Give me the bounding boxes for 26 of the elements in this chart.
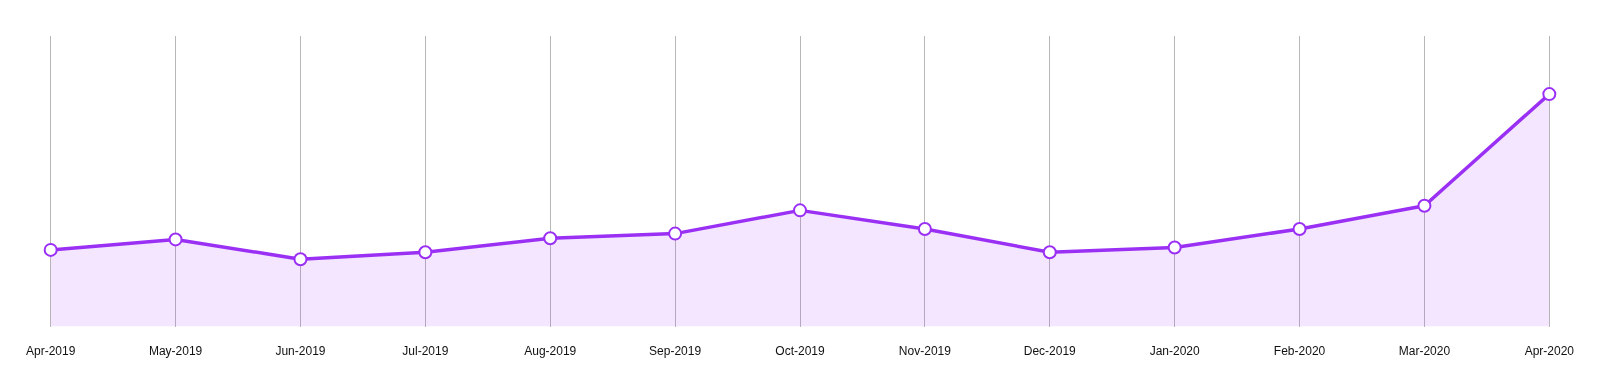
point: [917, 221, 932, 236]
x-tick-label: Jul-2019: [402, 344, 449, 359]
point: [293, 252, 308, 267]
point: [668, 226, 683, 241]
point: [168, 232, 183, 247]
x-tick-label: Oct-2019: [775, 344, 826, 359]
x-tick-label: Apr-2020: [1524, 344, 1575, 359]
x-tick-label: Feb-2020: [1273, 344, 1326, 359]
x-tick-label: Dec-2019: [1023, 344, 1077, 359]
x-tick-label: May-2019: [148, 344, 203, 359]
point: [43, 242, 58, 257]
x-tick-label: Jun-2019: [275, 344, 326, 359]
x-tick-label: Nov-2019: [898, 344, 952, 359]
point: [1042, 245, 1057, 260]
point: [543, 231, 558, 246]
point: [418, 245, 433, 260]
point: [1417, 198, 1432, 213]
point: [793, 203, 807, 218]
x-tick-label: Apr-2019: [26, 344, 76, 359]
x-tick-label: Sep-2019: [649, 344, 702, 359]
point: [1542, 87, 1557, 102]
point: [1292, 221, 1307, 236]
x-tick-label: Jan-2020: [1149, 344, 1200, 359]
x-tick-label: Mar-2020: [1398, 344, 1451, 359]
point: [1167, 240, 1182, 255]
x-tick-label: Aug-2019: [524, 344, 577, 359]
